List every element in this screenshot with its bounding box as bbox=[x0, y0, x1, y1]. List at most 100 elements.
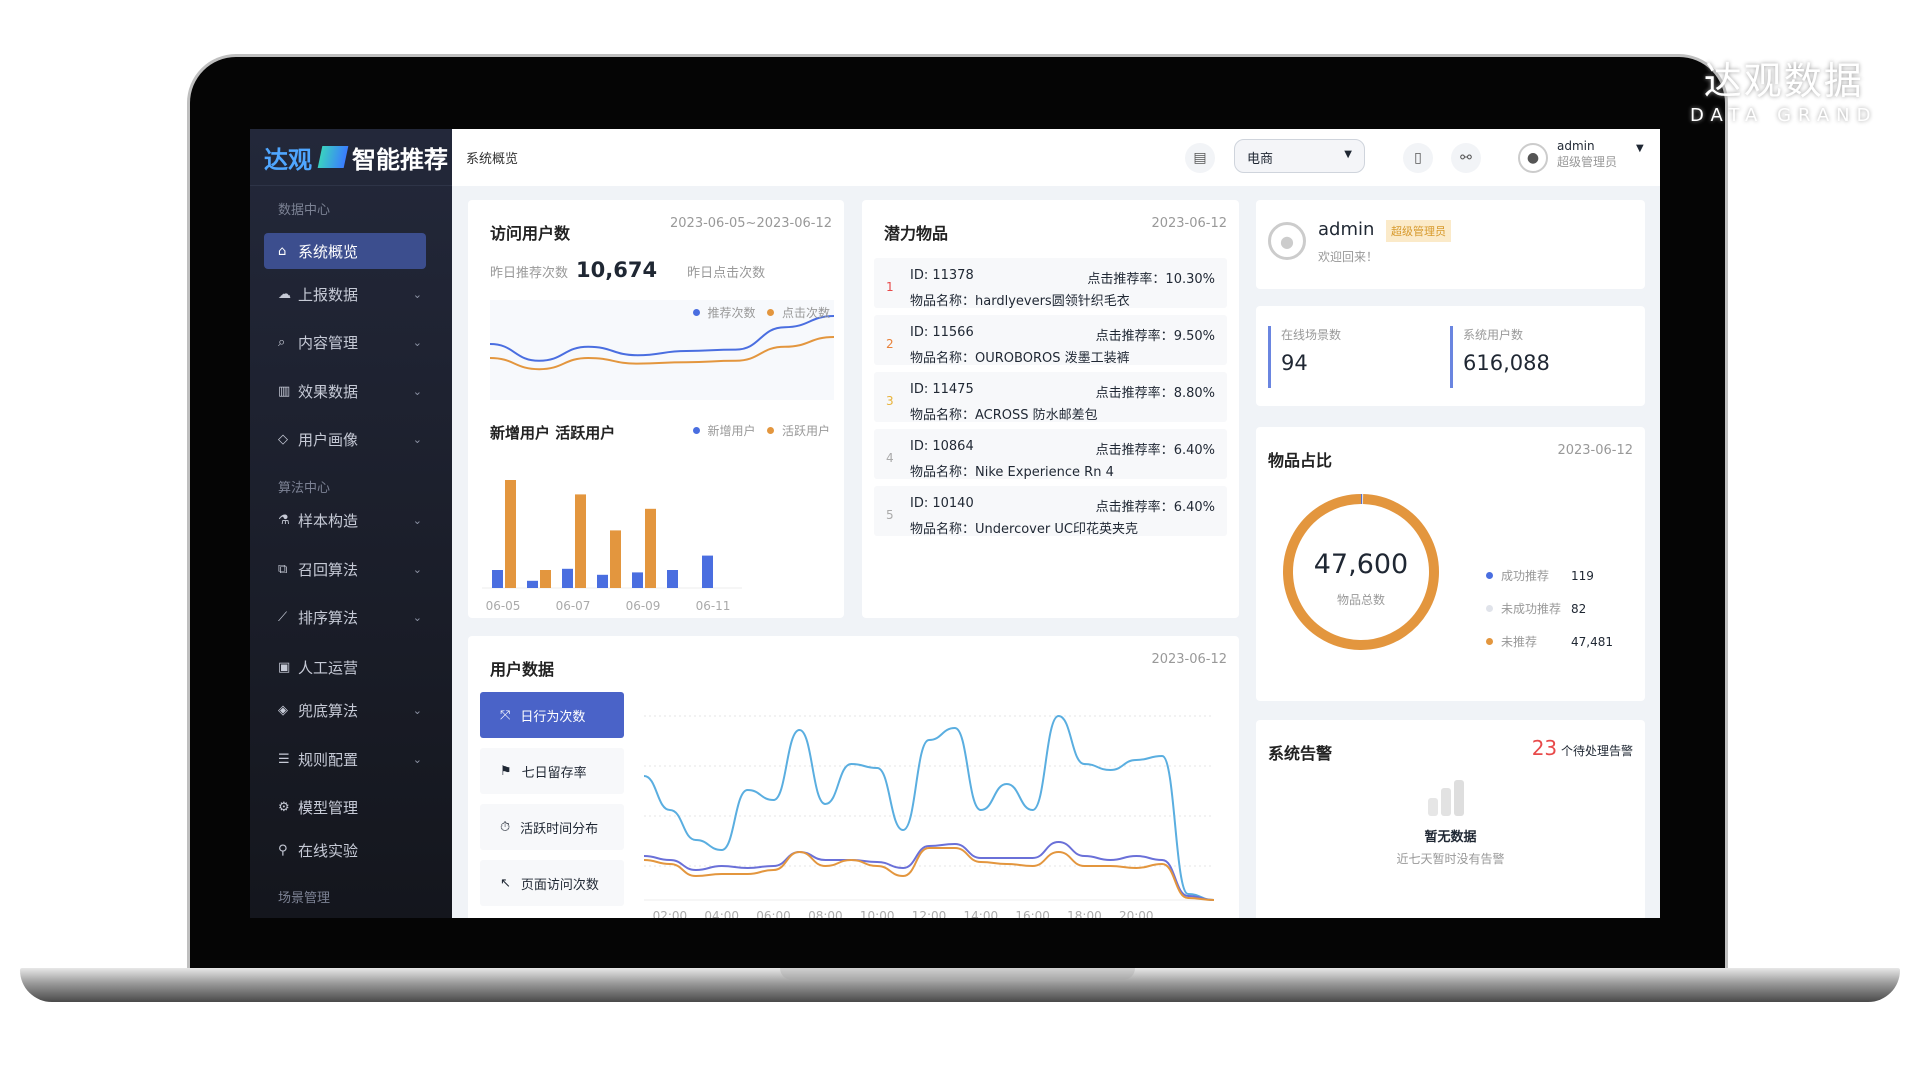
line-legend: 推荐次数 点击次数 bbox=[692, 304, 830, 321]
user-data-line-chart: 02:00 04:00 06:00 08:00 10:00 12:00 14:00 16:00… bbox=[643, 714, 1215, 918]
bar bbox=[540, 570, 551, 588]
rules-icon: ☰ bbox=[278, 751, 290, 767]
sidebar-item[interactable]: ⚗ 样本构造 ⌄ bbox=[278, 511, 422, 530]
upload-cloud-icon: ☁ bbox=[278, 286, 291, 302]
stats-card: 在线场景数 94 系统用户数 616,088 bbox=[1256, 306, 1645, 406]
bar bbox=[702, 555, 713, 588]
x-tick-label: 06-07 bbox=[556, 599, 591, 613]
line-series-1 bbox=[490, 336, 834, 371]
sidebar-item[interactable]: ⧉ 召回算法 ⌄ bbox=[278, 560, 422, 579]
potential-item-row[interactable]: 3 ID: 11475 点击推荐率：8.80% 物品名称：ACROSS 防水邮差包 bbox=[874, 372, 1227, 423]
tag-icon: ◇ bbox=[278, 431, 288, 447]
sidebar-section-label: 数据中心 bbox=[278, 203, 331, 218]
x-tick-label: 16:00 bbox=[1015, 909, 1050, 918]
sidebar-item[interactable]: ⌂ 系统概览 bbox=[264, 233, 426, 269]
potential-item-row[interactable]: 2 ID: 11566 点击推荐率：9.50% 物品名称：OUROBOROS 泼墨工装… bbox=[874, 315, 1227, 366]
alarm-count[interactable]: 23 个待处理告警 bbox=[1531, 736, 1633, 760]
scatter-icon: ⤧ bbox=[500, 707, 511, 723]
file-icon[interactable]: ▯ bbox=[1403, 143, 1433, 173]
avatar-icon: ● bbox=[1268, 222, 1306, 260]
sidebar-item[interactable]: ▥ 效果数据 ⌄ bbox=[278, 382, 422, 401]
visits-card: 访问用户数 2023-06-05~2023-06-12 昨日推荐次数 10,674 昨… bbox=[468, 200, 844, 618]
plot-area bbox=[490, 300, 834, 400]
x-tick-label: 06-09 bbox=[626, 599, 661, 613]
doc-icon[interactable]: ▤ bbox=[1185, 143, 1215, 173]
potential-item-row[interactable]: 1 ID: 11378 点击推荐率：10.30% 物品名称：hardlyevers圆领… bbox=[874, 258, 1227, 309]
x-tick-label: 20:00 bbox=[1119, 909, 1154, 918]
ratio-legend-item: 未推荐 47,481 bbox=[1486, 626, 1613, 659]
potential-item-row[interactable]: 4 ID: 10864 点击推荐率：6.40% 物品名称：Nike Experienc… bbox=[874, 429, 1227, 480]
user-menu[interactable]: admin 超级管理员 bbox=[1557, 139, 1618, 169]
tab-3[interactable]: ↖ 页面访问次数 bbox=[480, 860, 624, 906]
x-tick-label: 06:00 bbox=[756, 909, 791, 918]
sidebar-item[interactable]: ◇ 用户画像 ⌄ bbox=[278, 430, 422, 449]
brand-logo[interactable]: 达观 智能推荐 bbox=[250, 129, 452, 186]
x-tick-label: 06-11 bbox=[696, 599, 731, 613]
potential-item-row[interactable]: 5 ID: 10140 点击推荐率：6.40% 物品名称：Undercover UC印… bbox=[874, 486, 1227, 537]
line-series-0 bbox=[490, 315, 834, 362]
caret-down-icon[interactable]: ▼ bbox=[1636, 143, 1644, 154]
line-series-0 bbox=[643, 714, 1215, 901]
flag-icon: ⚑ bbox=[500, 763, 512, 779]
bar bbox=[610, 530, 621, 588]
caret-down-icon: ▼ bbox=[1344, 149, 1352, 160]
chevron-down-icon: ⌄ bbox=[412, 287, 422, 301]
chevron-down-icon: ⌄ bbox=[412, 610, 422, 624]
line-series-1 bbox=[643, 840, 1215, 901]
home-icon: ⌂ bbox=[278, 243, 287, 259]
search-icon: ⌕ bbox=[278, 334, 286, 350]
chevron-down-icon: ⌄ bbox=[412, 432, 422, 446]
flask-icon: ⚗ bbox=[278, 512, 290, 528]
link-icon[interactable]: ⚯ bbox=[1451, 143, 1481, 173]
sidebar-item[interactable]: ☰ 规则配置 ⌄ bbox=[278, 750, 422, 769]
ratio-legend-item: 未成功推荐 82 bbox=[1486, 593, 1613, 626]
sidebar-item[interactable]: ☁ 上报数据 ⌄ bbox=[278, 285, 422, 304]
scene-select[interactable]: 电商 ▼ bbox=[1234, 139, 1365, 173]
tab-2[interactable]: ⏱ 活跃时间分布 bbox=[480, 804, 624, 850]
sidebar-item[interactable]: ▣ 人工运营 bbox=[278, 658, 359, 677]
avatar[interactable]: ● bbox=[1518, 143, 1548, 173]
chevron-down-icon: ⌄ bbox=[412, 384, 422, 398]
bar bbox=[597, 574, 608, 588]
chevron-down-icon: ⌄ bbox=[412, 562, 422, 576]
sidebar-item[interactable]: ⚲ 在线实验 bbox=[278, 841, 359, 860]
sidebar-item[interactable]: ⚙ 模型管理 bbox=[278, 798, 359, 817]
role-badge: 超级管理员 bbox=[1386, 220, 1451, 242]
bar bbox=[492, 570, 503, 588]
users-bar-chart: 06-05 06-07 06-09 06-11 bbox=[482, 480, 742, 613]
x-tick-label: 12:00 bbox=[912, 909, 947, 918]
user-data-card: 用户数据 2023-06-12 ⤧ 日行为次数 ⚑ 七日留存率 ⏱ 活跃时间分布 ↖ 页面访问次… bbox=[468, 636, 1239, 918]
ratio-legend-item: 成功推荐 119 bbox=[1486, 560, 1613, 593]
bar bbox=[527, 580, 538, 588]
bar bbox=[667, 570, 678, 588]
x-tick-label: 18:00 bbox=[1067, 909, 1102, 918]
line-series-2 bbox=[643, 847, 1215, 901]
chevron-down-icon: ⌄ bbox=[412, 335, 422, 349]
x-tick-label: 06-05 bbox=[486, 599, 521, 613]
sidebar: 达观 智能推荐 数据中心 算法中心 场景管理 ⌂ 系统概览 ☁ 上报数据 ⌄ ⌕ 内容管理 ⌄ ▥ 效果数… bbox=[250, 129, 452, 918]
rec-value: 10,674 bbox=[576, 258, 658, 282]
visits-line-chart bbox=[490, 300, 834, 400]
tab-0[interactable]: ⤧ 日行为次数 bbox=[480, 692, 624, 738]
brand-mark-icon bbox=[317, 146, 349, 168]
sidebar-item[interactable]: ⌕ 内容管理 ⌄ bbox=[278, 333, 422, 352]
chevron-down-icon: ⌄ bbox=[412, 752, 422, 766]
x-tick-label: 10:00 bbox=[860, 909, 895, 918]
sidebar-item[interactable]: ⟋ 排序算法 ⌄ bbox=[278, 608, 422, 627]
laptop-notch bbox=[780, 968, 1135, 980]
welcome-card: ● admin 超级管理员 欢迎回来！ bbox=[1256, 200, 1645, 289]
bar bbox=[505, 480, 516, 588]
cursor-icon: ↖ bbox=[500, 875, 511, 891]
sort-icon: ⟋ bbox=[278, 609, 288, 625]
sidebar-section-label: 算法中心 bbox=[278, 481, 331, 496]
item-ratio-card: 物品占比 2023-06-12 47,600 物品总数 成功推荐 119 未成功推荐 8… bbox=[1256, 427, 1645, 701]
tab-1[interactable]: ⚑ 七日留存率 bbox=[480, 748, 624, 794]
stat-users: 系统用户数 616,088 bbox=[1450, 326, 1550, 388]
x-tick-label: 02:00 bbox=[653, 909, 688, 918]
chart-icon: ▥ bbox=[278, 383, 291, 399]
x-tick-label: 14:00 bbox=[964, 909, 999, 918]
fallback-icon: ◈ bbox=[278, 702, 288, 718]
recall-icon: ⧉ bbox=[278, 561, 288, 577]
breadcrumb: 系统概览 bbox=[466, 152, 519, 167]
sidebar-item[interactable]: ◈ 兜底算法 ⌄ bbox=[278, 701, 422, 720]
